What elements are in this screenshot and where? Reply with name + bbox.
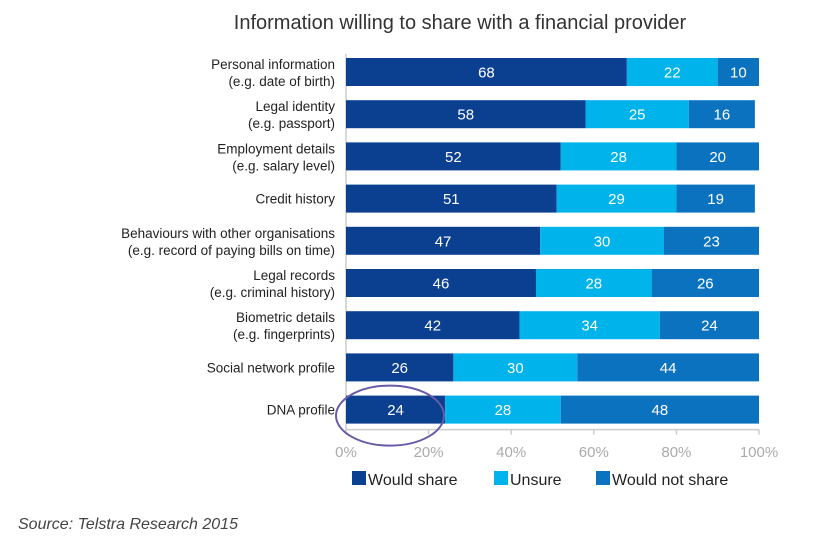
data-label: 44 bbox=[660, 360, 677, 377]
data-label: 23 bbox=[703, 233, 720, 250]
bar-segment bbox=[577, 353, 759, 382]
data-label: 24 bbox=[701, 318, 718, 335]
category-label: Credit history bbox=[255, 192, 335, 207]
legend-swatch bbox=[494, 471, 508, 485]
category-label: (e.g. salary level) bbox=[232, 158, 335, 173]
data-label: 25 bbox=[629, 107, 646, 124]
data-label: 58 bbox=[457, 107, 474, 124]
bar-segment bbox=[556, 184, 677, 213]
data-label: 52 bbox=[445, 149, 462, 166]
x-tick-label: 40% bbox=[496, 444, 526, 461]
bar-segment bbox=[346, 58, 627, 86]
category-label: (e.g. record of paying bills on time) bbox=[128, 243, 335, 258]
bar-segment bbox=[676, 142, 759, 171]
data-label: 30 bbox=[507, 360, 524, 377]
legend-label: Unsure bbox=[510, 472, 562, 489]
chart-title: Information willing to share with a fina… bbox=[234, 12, 687, 34]
bar-segment bbox=[535, 269, 652, 297]
data-label: 28 bbox=[610, 149, 627, 166]
bar-segment bbox=[560, 142, 677, 171]
bar-segment bbox=[346, 142, 561, 171]
bar-segment bbox=[445, 395, 561, 424]
bar-segment bbox=[519, 311, 660, 340]
bar-segment bbox=[626, 58, 718, 86]
category-label: Employment details bbox=[217, 141, 335, 156]
data-label: 51 bbox=[443, 191, 460, 208]
legend-label: Would not share bbox=[612, 472, 728, 489]
category-label: Social network profile bbox=[207, 360, 335, 375]
category-label: DNA profile bbox=[267, 403, 335, 418]
data-label: 29 bbox=[608, 191, 625, 208]
category-label: Personal information bbox=[211, 57, 335, 72]
data-label: 42 bbox=[424, 318, 441, 335]
x-tick-label: 20% bbox=[414, 444, 444, 461]
category-label: Legal records bbox=[253, 268, 335, 283]
category-label: (e.g. criminal history) bbox=[210, 285, 335, 300]
category-label: Biometric details bbox=[236, 310, 335, 325]
data-label: 68 bbox=[478, 65, 495, 82]
category-label: Behaviours with other organisations bbox=[121, 226, 335, 241]
data-label: 28 bbox=[495, 402, 512, 419]
legend-swatch bbox=[352, 471, 366, 485]
data-label: 22 bbox=[664, 65, 681, 82]
bar-segment bbox=[540, 226, 665, 255]
category-label: (e.g. date of birth) bbox=[228, 74, 335, 89]
data-label: 10 bbox=[730, 65, 747, 82]
bar-segment bbox=[346, 184, 557, 213]
bar-segment bbox=[688, 100, 755, 129]
data-label: 19 bbox=[707, 191, 724, 208]
bar-segment bbox=[560, 395, 759, 424]
data-label: 47 bbox=[435, 233, 452, 250]
bar-segment bbox=[664, 226, 759, 255]
category-label: (e.g. passport) bbox=[248, 116, 335, 131]
bar-segment bbox=[585, 100, 689, 129]
bar-segment bbox=[651, 269, 759, 297]
x-tick-label: 0% bbox=[335, 444, 357, 461]
annotation-circle bbox=[335, 384, 445, 447]
category-label: (e.g. fingerprints) bbox=[233, 327, 335, 342]
bar-segment bbox=[676, 184, 755, 213]
x-tick-label: 80% bbox=[661, 444, 691, 461]
bar-segment bbox=[659, 311, 759, 340]
bar-segment bbox=[346, 269, 536, 297]
data-label: 20 bbox=[709, 149, 726, 166]
data-label: 34 bbox=[581, 318, 598, 335]
data-label: 48 bbox=[652, 402, 669, 419]
data-label: 28 bbox=[585, 276, 602, 293]
data-label: 16 bbox=[713, 107, 730, 124]
data-label: 24 bbox=[387, 402, 404, 419]
data-label: 26 bbox=[391, 360, 408, 377]
bar-segment bbox=[346, 353, 454, 382]
x-tick-label: 60% bbox=[579, 444, 609, 461]
data-label: 26 bbox=[697, 276, 714, 293]
bar-segment bbox=[717, 58, 759, 86]
bar-segment bbox=[346, 395, 446, 424]
data-label: 46 bbox=[433, 276, 450, 293]
bar-segment bbox=[346, 226, 541, 255]
source-note: Source: Telstra Research 2015 bbox=[18, 516, 238, 533]
bar-segment bbox=[346, 311, 520, 340]
category-label: Legal identity bbox=[255, 99, 335, 114]
bar-segment bbox=[453, 353, 578, 382]
legend-label: Would share bbox=[368, 472, 458, 489]
data-label: 30 bbox=[594, 233, 611, 250]
bar-segment bbox=[346, 100, 586, 129]
x-tick-label: 100% bbox=[740, 444, 778, 461]
legend-swatch bbox=[596, 471, 610, 485]
